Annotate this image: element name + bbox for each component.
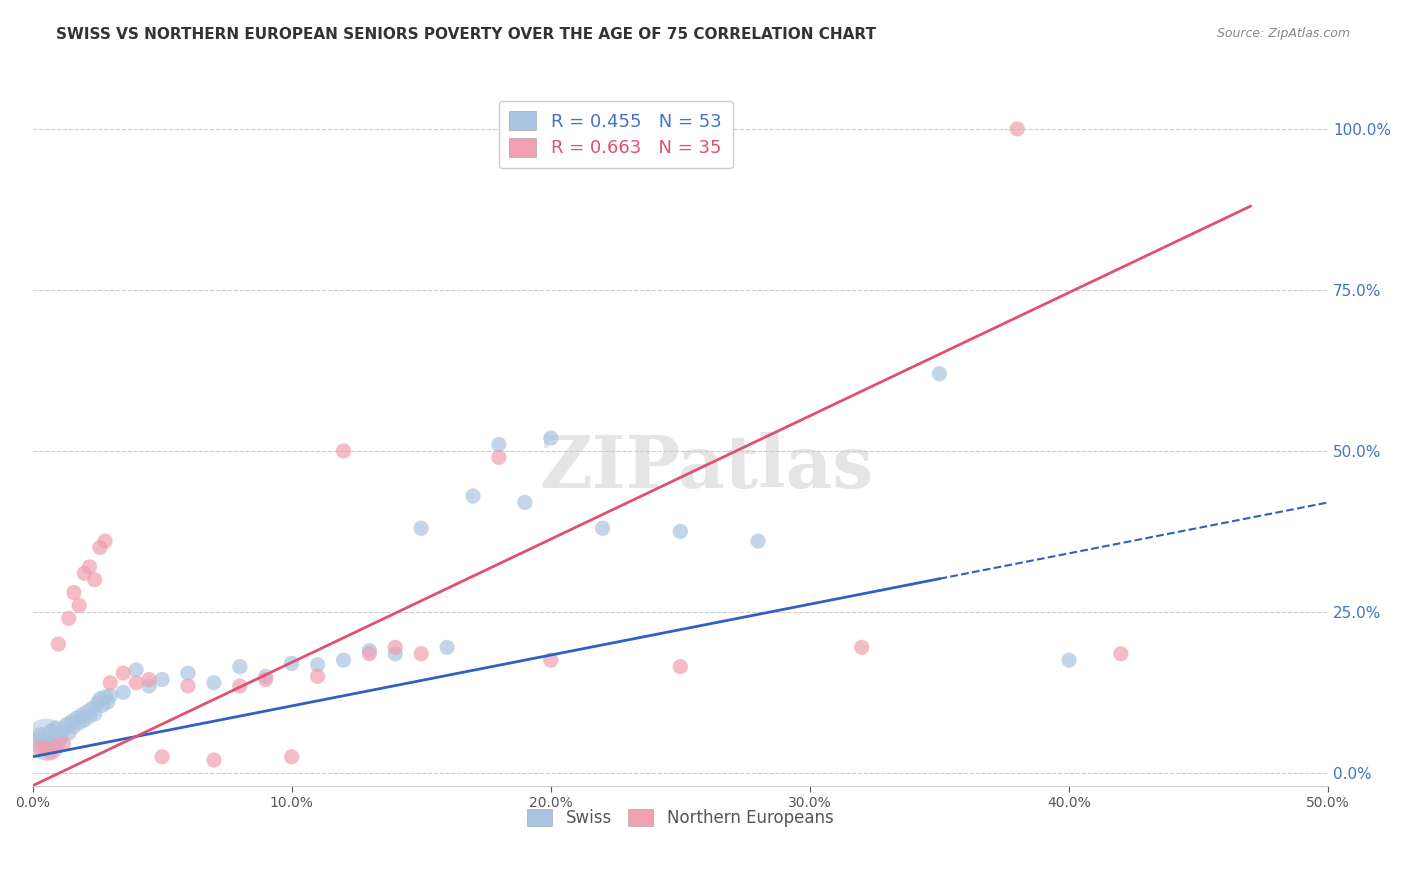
Northern Europeans	[63, 585, 86, 599]
Swiss	[34, 731, 56, 745]
Northern Europeans	[98, 675, 121, 690]
Swiss	[86, 697, 108, 711]
Swiss	[229, 659, 252, 673]
Swiss	[513, 495, 536, 509]
Swiss	[89, 691, 111, 706]
Text: SWISS VS NORTHERN EUROPEAN SENIORS POVERTY OVER THE AGE OF 75 CORRELATION CHART: SWISS VS NORTHERN EUROPEAN SENIORS POVER…	[56, 27, 876, 42]
Swiss	[488, 437, 510, 451]
Swiss	[461, 489, 484, 503]
Swiss	[82, 701, 104, 715]
Swiss	[55, 717, 77, 731]
Point	[34, 732, 56, 747]
Swiss	[669, 524, 692, 539]
Northern Europeans	[58, 611, 80, 625]
Swiss	[112, 685, 135, 699]
Text: ZIPatlas: ZIPatlas	[538, 432, 873, 502]
Swiss	[138, 679, 160, 693]
Swiss	[747, 534, 769, 549]
Swiss	[39, 724, 62, 739]
Swiss	[436, 640, 458, 655]
Northern Europeans	[540, 653, 562, 667]
Northern Europeans	[280, 749, 302, 764]
Northern Europeans	[83, 573, 105, 587]
Northern Europeans	[67, 599, 90, 613]
Swiss	[94, 690, 117, 704]
Swiss	[98, 689, 121, 703]
Swiss	[150, 673, 173, 687]
Swiss	[79, 709, 101, 723]
Swiss	[49, 731, 72, 745]
Northern Europeans	[138, 673, 160, 687]
Swiss	[928, 367, 950, 381]
Swiss	[48, 727, 70, 741]
Northern Europeans	[79, 559, 101, 574]
Northern Europeans	[112, 666, 135, 681]
Swiss	[359, 643, 381, 657]
Swiss	[254, 669, 277, 683]
Swiss	[97, 695, 120, 709]
Swiss	[91, 698, 114, 713]
Swiss	[202, 675, 225, 690]
Swiss	[60, 714, 83, 729]
Northern Europeans	[851, 640, 873, 655]
Northern Europeans	[384, 640, 406, 655]
Northern Europeans	[332, 444, 354, 458]
Swiss	[83, 706, 105, 721]
Swiss	[384, 647, 406, 661]
Northern Europeans	[669, 659, 692, 673]
Swiss	[58, 726, 80, 740]
Northern Europeans	[411, 647, 433, 661]
Swiss	[307, 657, 329, 672]
Northern Europeans	[125, 675, 148, 690]
Northern Europeans	[52, 737, 75, 751]
Swiss	[63, 720, 86, 734]
Swiss	[332, 653, 354, 667]
Text: Source: ZipAtlas.com: Source: ZipAtlas.com	[1216, 27, 1350, 40]
Northern Europeans	[89, 541, 111, 555]
Legend: Swiss, Northern Europeans: Swiss, Northern Europeans	[520, 803, 841, 834]
Swiss	[45, 721, 67, 735]
Northern Europeans	[48, 637, 70, 651]
Swiss	[52, 722, 75, 736]
Northern Europeans	[1005, 122, 1028, 136]
Northern Europeans	[73, 566, 96, 581]
Swiss	[411, 521, 433, 535]
Swiss	[125, 663, 148, 677]
Northern Europeans	[45, 739, 67, 753]
Swiss	[42, 732, 65, 747]
Northern Europeans	[307, 669, 329, 683]
Northern Europeans	[34, 741, 56, 756]
Northern Europeans	[1109, 647, 1132, 661]
Northern Europeans	[488, 450, 510, 465]
Point	[37, 737, 59, 751]
Swiss	[540, 431, 562, 445]
Swiss	[37, 735, 59, 749]
Swiss	[65, 711, 87, 725]
Swiss	[280, 657, 302, 671]
Northern Europeans	[177, 679, 200, 693]
Swiss	[592, 521, 614, 535]
Northern Europeans	[254, 673, 277, 687]
Northern Europeans	[30, 740, 52, 755]
Swiss	[73, 713, 96, 727]
Northern Europeans	[39, 745, 62, 759]
Swiss	[70, 708, 93, 723]
Swiss	[1057, 653, 1080, 667]
Swiss	[76, 705, 98, 719]
Swiss	[177, 666, 200, 681]
Swiss	[67, 715, 90, 730]
Swiss	[31, 737, 53, 751]
Northern Europeans	[94, 534, 117, 549]
Northern Europeans	[359, 647, 381, 661]
Northern Europeans	[229, 679, 252, 693]
Swiss	[30, 727, 52, 741]
Northern Europeans	[202, 753, 225, 767]
Northern Europeans	[150, 749, 173, 764]
Swiss	[27, 733, 49, 747]
